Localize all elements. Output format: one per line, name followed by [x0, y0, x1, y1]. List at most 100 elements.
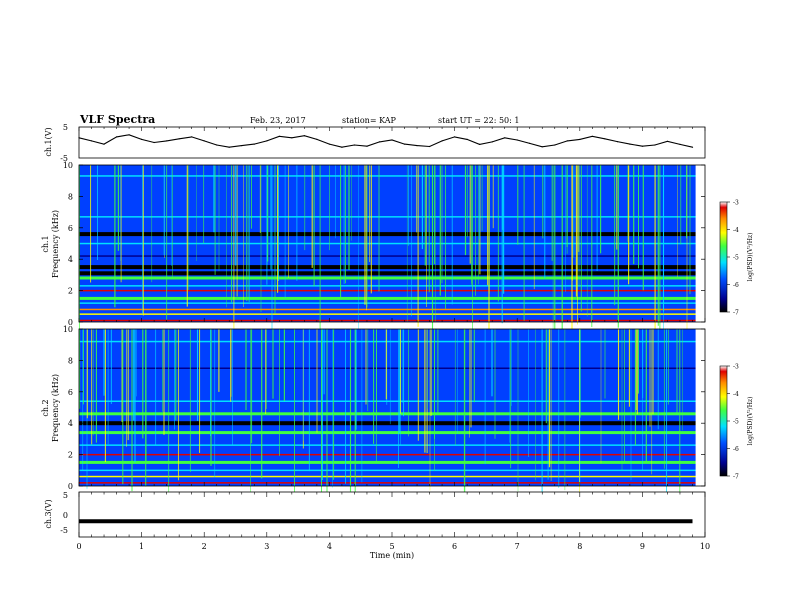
spectral-band — [79, 444, 705, 446]
ch1-waveform-point — [479, 143, 481, 145]
spectral-band — [79, 412, 705, 416]
x-tick-label: 1 — [139, 542, 144, 551]
ch1-waveform-point — [291, 137, 293, 139]
ch1-waveform-point — [591, 135, 593, 137]
ch1-waveform-point — [228, 146, 230, 148]
y-tick-label: 6 — [68, 224, 73, 233]
no-data-strip — [695, 165, 705, 322]
spectral-band — [79, 289, 705, 292]
y-tick-label: 0 — [68, 318, 73, 327]
ch1-waveform-point — [516, 139, 518, 141]
ch1-waveform-line — [78, 134, 693, 148]
x-tick-label: 8 — [577, 542, 582, 551]
ch1-waveform-point — [679, 143, 681, 145]
ch1-waveform-point — [116, 136, 118, 138]
spectral-band — [79, 296, 705, 300]
ch1-waveform-point — [416, 145, 418, 147]
spectral-band — [79, 475, 705, 478]
spectral-band — [79, 400, 705, 402]
station-label: station= KAP — [342, 116, 397, 125]
ch1-waveform-point — [241, 145, 243, 147]
x-tick-label: 10 — [700, 542, 710, 551]
spectral-band — [79, 453, 705, 456]
ch1-waveform-point — [328, 143, 330, 145]
y-tick-label: 2 — [68, 287, 73, 296]
ch1-waveform-point — [253, 143, 255, 145]
spectral-band — [79, 255, 705, 257]
ch1-waveform-point — [629, 143, 631, 145]
ch1-waveform-point — [441, 140, 443, 142]
y-tick-label: 6 — [68, 388, 73, 397]
ch1-waveform-point — [203, 140, 205, 142]
ch1-waveform-point — [491, 141, 493, 143]
x-tick-label: 7 — [515, 542, 520, 551]
spectral-band — [79, 460, 705, 464]
ch1-waveform-point — [579, 138, 581, 140]
ch1-waveform-point — [278, 135, 280, 137]
ch1-spec-ylabel-channel: ch.1 — [41, 235, 50, 252]
ch1-waveform-point — [178, 138, 180, 140]
ch1-colorbar-label: log(PSD)(V²/Hz) — [747, 233, 754, 282]
ch1-waveform-point — [266, 140, 268, 142]
colorbar-tick-label: -5 — [733, 419, 739, 426]
ch1-waveform-point — [103, 143, 105, 145]
y-tick-label: 10 — [63, 325, 73, 334]
colorbar-tick-label: -4 — [733, 227, 739, 234]
colorbar-tick-label: -3 — [733, 364, 739, 371]
ch1-spec-ylabel-freq: Frequency (kHz) — [51, 210, 60, 278]
ch1-waveform-point — [691, 146, 694, 148]
ch3-ytick-bottom: -5 — [60, 526, 68, 535]
ch1-waveform-point — [353, 144, 355, 146]
ch2-colorbar: -3 -4 -5 -6 -7 log(PSD)(V²/Hz) — [719, 364, 754, 481]
x-axis-label: Time (min) — [370, 551, 414, 560]
date-label: Feb. 23, 2017 — [250, 116, 306, 125]
ch2-spec-ylabel-channel: ch.2 — [41, 399, 50, 416]
ch1-waveform-point — [541, 146, 543, 148]
ch1-waveform-point — [454, 136, 456, 138]
ch3-ytick-mid: 0 — [63, 511, 68, 520]
colorbar-tick-label: -4 — [733, 391, 739, 398]
ch1-waveform-point — [216, 144, 218, 146]
colorbar-tick-label: -7 — [733, 310, 739, 317]
ch1-waveform-point — [466, 138, 468, 140]
ch1-waveform-point — [654, 144, 656, 146]
spectral-band — [79, 232, 705, 237]
y-tick-label: 2 — [68, 451, 73, 460]
spectral-band — [79, 265, 705, 270]
ch3-ylabel: ch.3(V) — [44, 499, 53, 528]
ch1-waveform-point — [529, 142, 531, 144]
x-tick-label: 9 — [640, 542, 645, 551]
spectral-band — [79, 285, 705, 287]
figure-title: VLF Spectra — [79, 113, 155, 126]
ch1-waveform-point — [191, 136, 193, 138]
ch1-waveform-point — [604, 138, 606, 140]
ch1-ytick-top: 5 — [63, 123, 68, 132]
spectral-band — [79, 431, 705, 435]
colorbar-tick-label: -7 — [733, 474, 739, 481]
ch1-waveform-point — [90, 140, 93, 142]
ch1-waveform-point — [504, 137, 506, 139]
ch1-waveform-point — [78, 137, 80, 139]
spectral-band — [79, 421, 705, 426]
ch3-waveform-panel: 5 0 -5 ch.3(V) 0 1 2 3 4 5 6 7 8 9 10 Time (min) — [44, 491, 710, 560]
spectral-band — [79, 313, 705, 315]
x-tick-label: 4 — [327, 542, 332, 551]
x-tick-label: 3 — [264, 542, 269, 551]
ch1-waveform-point — [616, 141, 619, 143]
x-tick-label: 5 — [389, 542, 394, 551]
colorbar-tick-label: -6 — [733, 446, 739, 453]
ch1-waveform-point — [141, 138, 143, 140]
ch1-waveform-point — [303, 135, 305, 137]
spectral-band — [79, 216, 705, 218]
spectral-band — [79, 242, 705, 245]
y-tick-label: 8 — [68, 192, 73, 201]
colorbar-tick-label: -5 — [733, 255, 739, 262]
ch1-waveform-point — [153, 141, 155, 144]
spectral-band — [79, 367, 705, 369]
ch3-ytick-top: 5 — [63, 491, 68, 500]
ch2-spec-ylabel-freq: Frequency (kHz) — [51, 374, 60, 442]
spectral-band — [79, 340, 705, 343]
ch1-waveform-point — [641, 145, 644, 147]
y-tick-label: 8 — [68, 356, 73, 365]
